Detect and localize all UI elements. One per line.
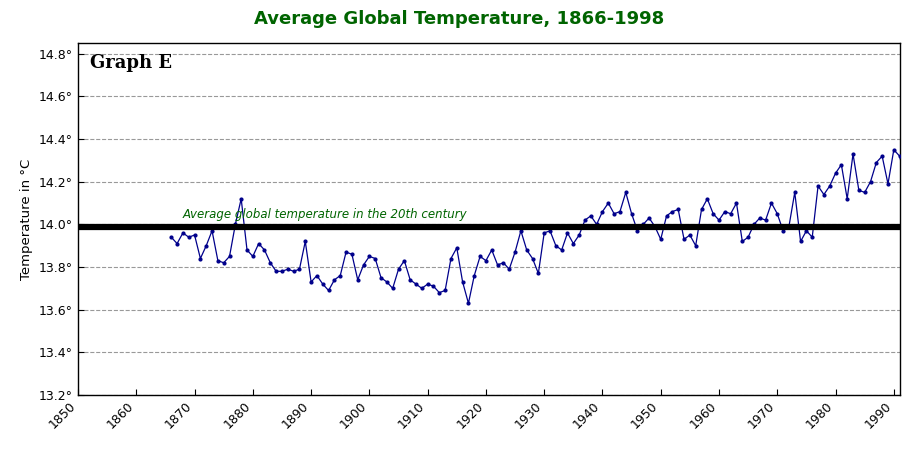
Text: Average Global Temperature, 1866-1998: Average Global Temperature, 1866-1998	[254, 10, 664, 28]
Text: Graph E: Graph E	[90, 54, 173, 72]
Text: Average global temperature in the 20th century: Average global temperature in the 20th c…	[183, 207, 467, 221]
Y-axis label: Temperature in °C: Temperature in °C	[20, 158, 33, 280]
